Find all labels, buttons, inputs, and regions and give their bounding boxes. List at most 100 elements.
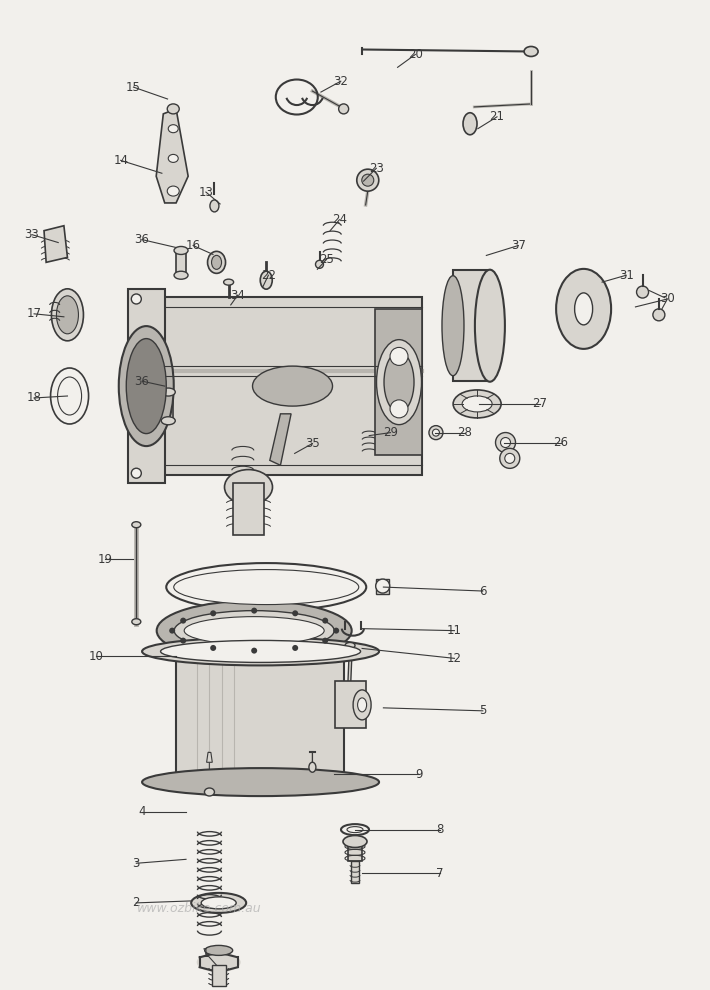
Ellipse shape [341, 824, 369, 836]
Text: 7: 7 [437, 866, 444, 880]
Ellipse shape [157, 601, 351, 660]
Ellipse shape [505, 453, 515, 463]
Polygon shape [270, 414, 291, 465]
Ellipse shape [429, 426, 443, 440]
Ellipse shape [442, 275, 464, 376]
Ellipse shape [132, 522, 141, 528]
Text: 32: 32 [334, 74, 348, 88]
Ellipse shape [161, 388, 175, 396]
Ellipse shape [168, 186, 179, 196]
Text: 24: 24 [332, 213, 347, 227]
Ellipse shape [384, 352, 414, 412]
Text: 34: 34 [231, 288, 245, 302]
Text: 15: 15 [126, 80, 141, 94]
Ellipse shape [496, 433, 515, 452]
Text: 11: 11 [447, 624, 462, 638]
Circle shape [251, 647, 257, 653]
Circle shape [339, 104, 349, 114]
Text: 1: 1 [202, 946, 209, 960]
Text: 20: 20 [408, 48, 422, 61]
Ellipse shape [212, 255, 222, 269]
Ellipse shape [168, 154, 178, 162]
Ellipse shape [224, 279, 234, 285]
Ellipse shape [475, 269, 505, 382]
Ellipse shape [160, 641, 361, 662]
Text: 8: 8 [437, 823, 444, 837]
Ellipse shape [524, 47, 538, 56]
Circle shape [169, 628, 175, 634]
Text: 9: 9 [415, 767, 422, 781]
Text: 36: 36 [135, 233, 149, 247]
Ellipse shape [261, 271, 272, 289]
Polygon shape [212, 965, 226, 986]
Ellipse shape [58, 377, 82, 415]
Polygon shape [351, 861, 359, 883]
Text: 28: 28 [458, 426, 472, 440]
Text: 25: 25 [320, 252, 334, 266]
Ellipse shape [376, 340, 422, 425]
Ellipse shape [463, 113, 477, 135]
Ellipse shape [197, 952, 241, 972]
Circle shape [180, 618, 186, 624]
Ellipse shape [390, 400, 408, 418]
Ellipse shape [315, 260, 324, 268]
Ellipse shape [204, 945, 233, 955]
Ellipse shape [142, 638, 379, 665]
Text: 5: 5 [479, 704, 486, 718]
Polygon shape [335, 681, 366, 728]
Ellipse shape [50, 368, 89, 424]
Text: 31: 31 [619, 268, 633, 282]
Circle shape [210, 610, 216, 617]
Polygon shape [176, 651, 344, 782]
Ellipse shape [207, 251, 226, 273]
Text: 13: 13 [199, 185, 213, 199]
Text: 33: 33 [25, 228, 39, 242]
Text: 26: 26 [553, 436, 569, 449]
Ellipse shape [390, 347, 408, 365]
Ellipse shape [166, 563, 366, 611]
Ellipse shape [184, 617, 324, 644]
Ellipse shape [637, 286, 648, 298]
Ellipse shape [161, 417, 175, 425]
Ellipse shape [201, 897, 236, 909]
Ellipse shape [357, 169, 378, 191]
Text: 23: 23 [369, 161, 383, 175]
Text: 18: 18 [27, 391, 41, 405]
Ellipse shape [224, 469, 273, 505]
Circle shape [131, 294, 141, 304]
Text: 35: 35 [305, 437, 320, 450]
Text: 22: 22 [261, 268, 276, 282]
Text: 3: 3 [133, 856, 140, 870]
Circle shape [293, 644, 298, 651]
Ellipse shape [174, 271, 188, 279]
Text: 17: 17 [26, 307, 42, 321]
Text: 21: 21 [489, 110, 505, 124]
Circle shape [180, 638, 186, 644]
Text: 10: 10 [89, 649, 103, 663]
Circle shape [131, 468, 141, 478]
Ellipse shape [462, 396, 492, 412]
Text: 16: 16 [185, 239, 201, 252]
Text: 37: 37 [511, 239, 525, 252]
Polygon shape [176, 252, 186, 275]
Ellipse shape [210, 200, 219, 212]
Ellipse shape [309, 762, 316, 772]
Polygon shape [163, 394, 173, 419]
Ellipse shape [362, 174, 373, 186]
Ellipse shape [653, 309, 665, 321]
Text: 27: 27 [532, 397, 547, 411]
Ellipse shape [204, 788, 214, 796]
Circle shape [333, 628, 339, 634]
Text: 30: 30 [660, 292, 674, 306]
Ellipse shape [168, 125, 178, 133]
Ellipse shape [174, 611, 334, 650]
Ellipse shape [343, 836, 367, 847]
Ellipse shape [347, 827, 363, 833]
Polygon shape [156, 109, 188, 203]
Polygon shape [348, 648, 352, 683]
Ellipse shape [51, 289, 84, 341]
Ellipse shape [376, 579, 390, 593]
Ellipse shape [574, 293, 593, 325]
Text: www.ozbike.com.au: www.ozbike.com.au [136, 902, 261, 916]
Polygon shape [453, 270, 490, 381]
